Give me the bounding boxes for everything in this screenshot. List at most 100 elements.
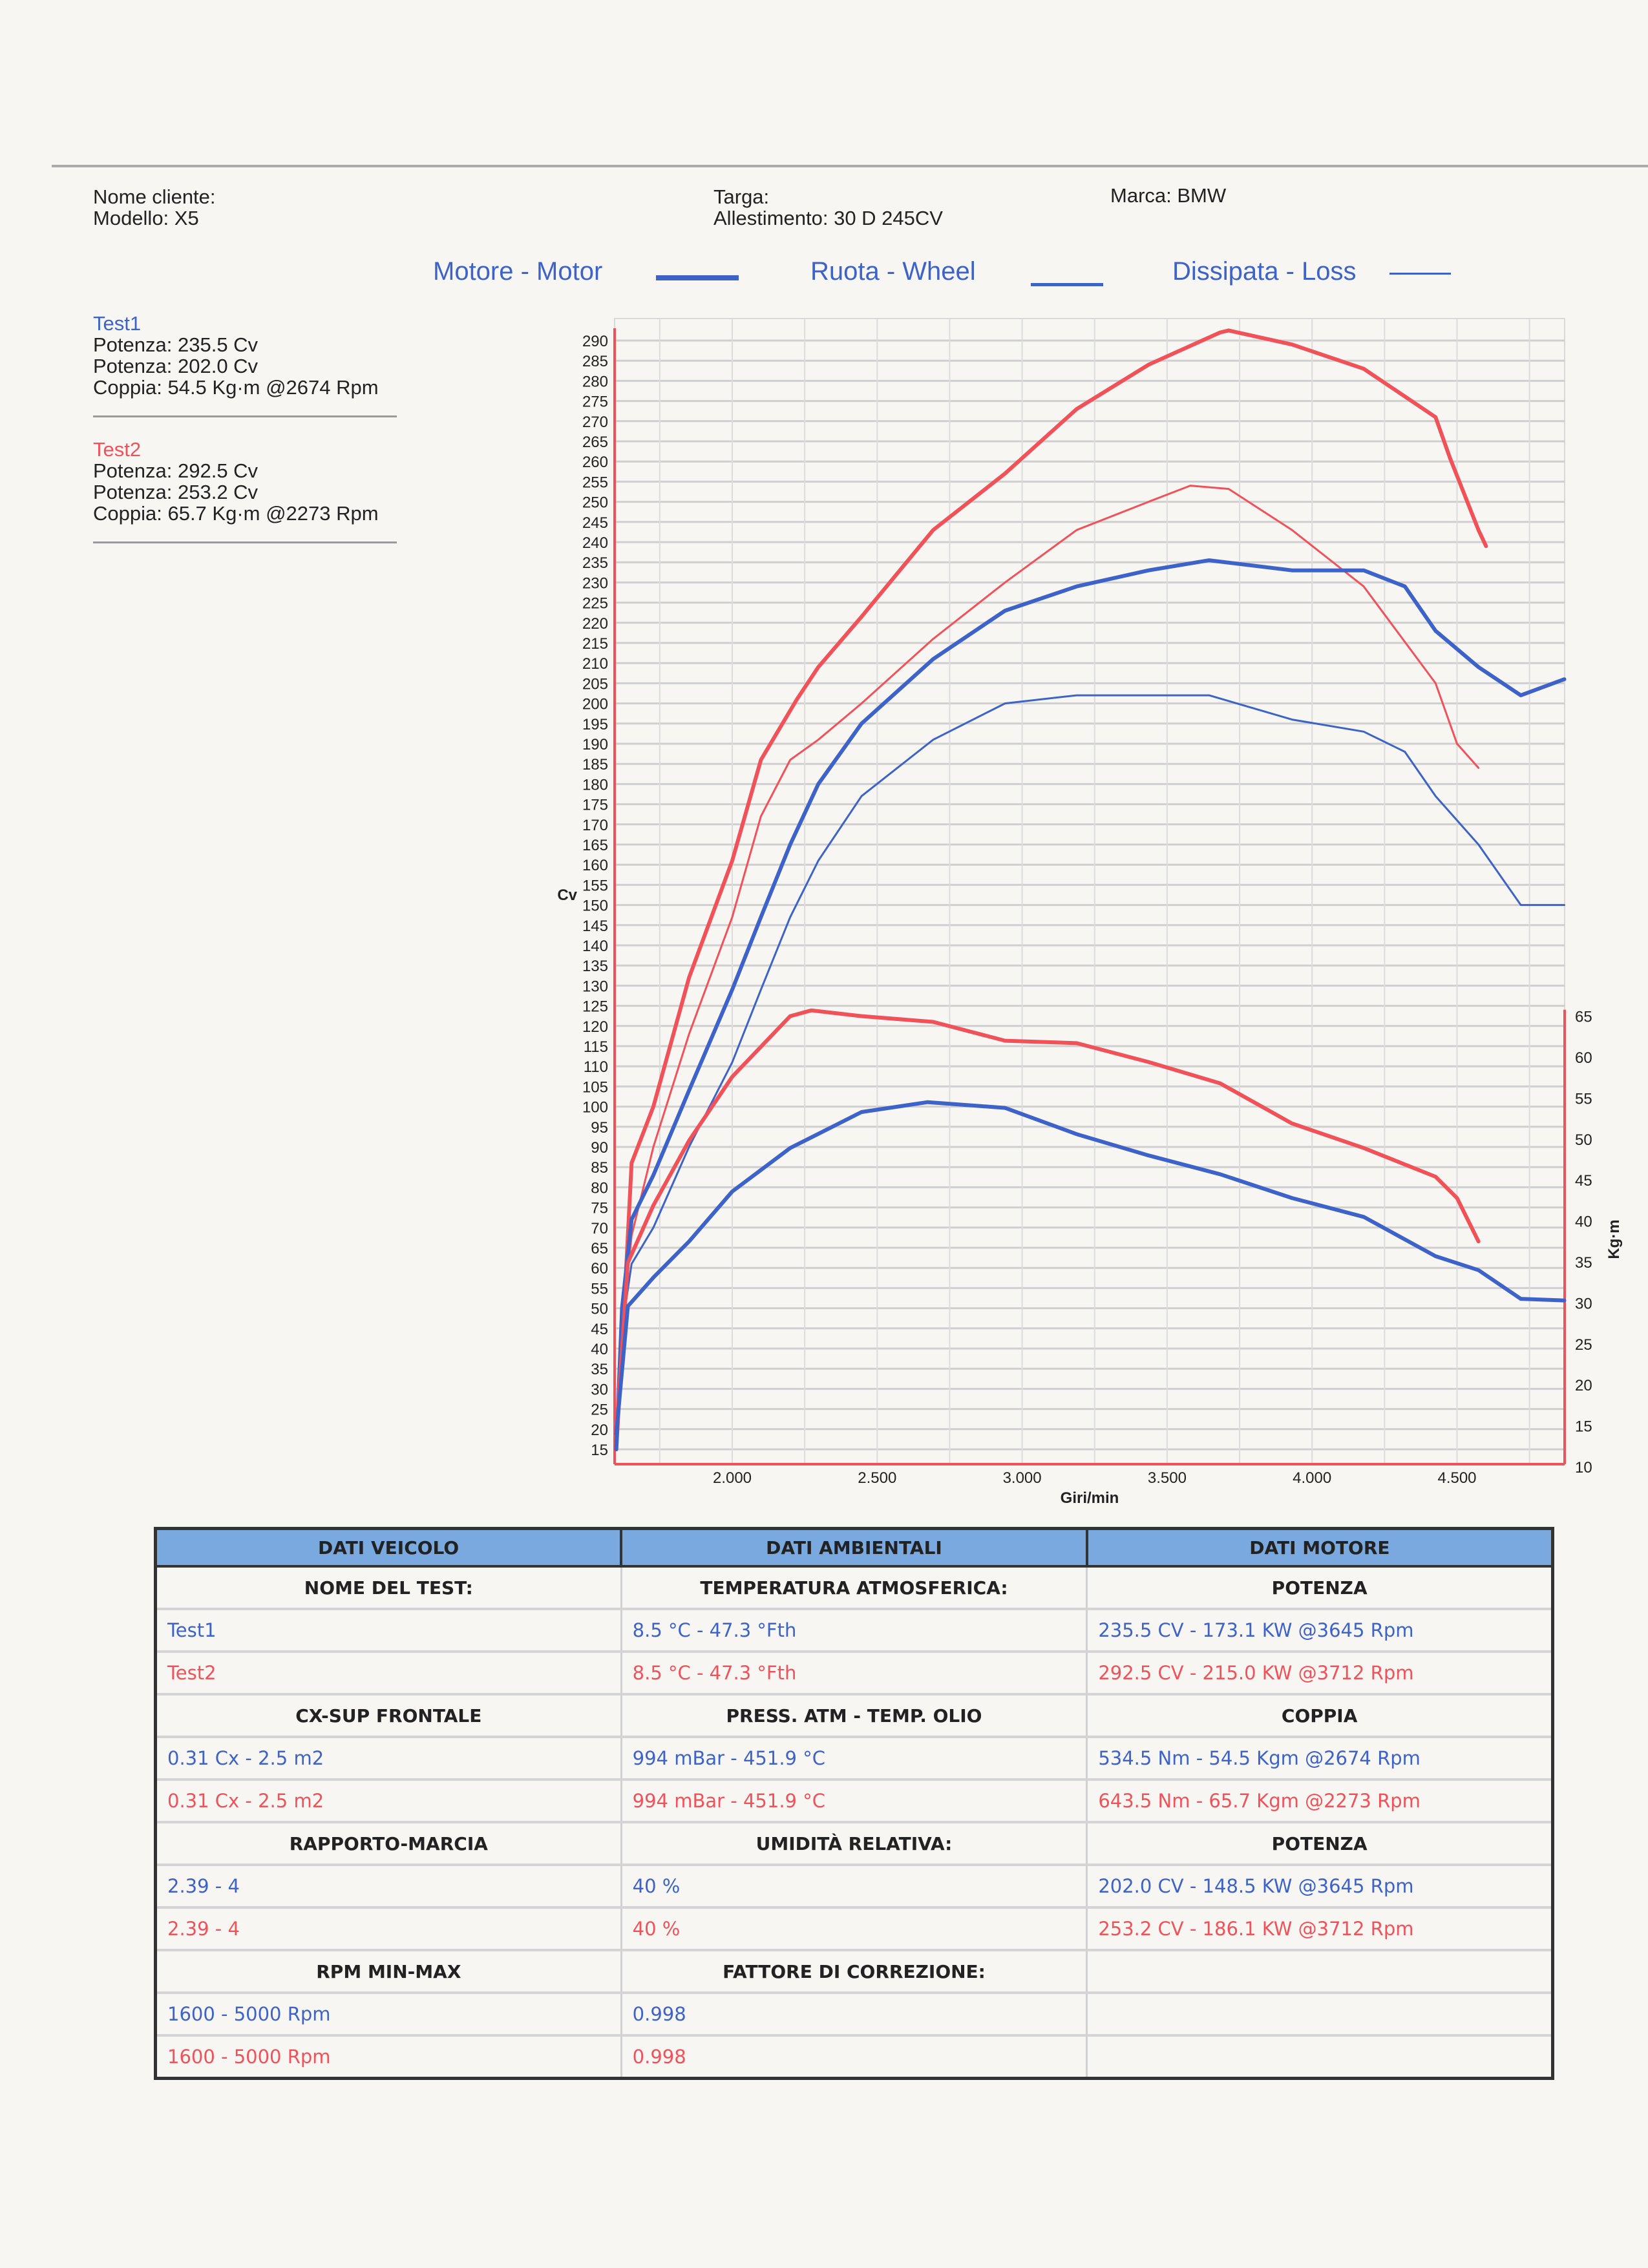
table-value-cell: 1600 - 5000 Rpm xyxy=(154,2034,622,2079)
y-tick-label: 230 xyxy=(582,574,608,592)
y-tick-label: 165 xyxy=(582,837,608,854)
table-label-cell xyxy=(1086,1949,1553,1993)
y-tick-label: 220 xyxy=(582,615,608,633)
y-tick-label: 25 xyxy=(591,1402,608,1419)
test1-separator xyxy=(93,415,397,417)
table-value-cell: 253.2 CV - 186.1 KW @3712 Rpm xyxy=(1086,1906,1553,1950)
table-value-cell: 2.39 - 4 xyxy=(154,1906,622,1950)
legend-loss: Dissipata - Loss xyxy=(1172,257,1357,286)
y2-axis-title: Kg·m xyxy=(1605,1219,1623,1259)
table-row: 2.39 - 4 40 % 253.2 CV - 186.1 KW @3712 Rp… xyxy=(154,1906,1553,1950)
test2-power-wheel: Potenza: 253.2 Cv xyxy=(93,481,259,503)
plate-label: Targa: xyxy=(713,185,770,208)
y2-tick-label: 15 xyxy=(1575,1418,1592,1436)
table-value-cell: Test2 xyxy=(154,1650,622,1694)
y-tick-label: 80 xyxy=(591,1179,608,1197)
page-top-edge xyxy=(52,165,1648,167)
trim-label: Allestimento: 30 D 245CV xyxy=(713,207,943,229)
y-tick-label: 215 xyxy=(582,635,608,653)
y2-tick-label: 40 xyxy=(1575,1213,1592,1231)
y-axis-title: Cv xyxy=(557,887,577,904)
data-table: DATI VEICOLO DATI AMBIENTALI DATI MOTORE N… xyxy=(154,1527,1554,2080)
y2-tick-label: 10 xyxy=(1575,1459,1592,1476)
y-tick-label: 145 xyxy=(582,918,608,935)
test2-torque: Coppia: 65.7 Kg·m @2273 Rpm xyxy=(93,502,379,525)
y-tick-label: 175 xyxy=(582,797,608,814)
y-tick-label: 60 xyxy=(591,1260,608,1277)
test1-name: Test1 xyxy=(93,312,142,335)
y-tick-label: 270 xyxy=(582,414,608,431)
y-tick-label: 235 xyxy=(582,554,608,572)
table-header-cell: DATI AMBIENTALI xyxy=(620,1527,1088,1568)
table-value-cell: 292.5 CV - 215.0 KW @3712 Rpm xyxy=(1086,1650,1553,1694)
table-row: 2.39 - 4 40 % 202.0 CV - 148.5 KW @3645 Rp… xyxy=(154,1864,1553,1907)
y-tick-label: 245 xyxy=(582,514,608,532)
plot-area xyxy=(614,318,1565,1465)
table-value-cell: 0.998 xyxy=(620,2034,1087,2079)
y2-tick-label: 20 xyxy=(1575,1377,1592,1394)
table-label-cell: FATTORE DI CORREZIONE: xyxy=(620,1949,1087,1993)
y2-tick-label: 65 xyxy=(1575,1009,1592,1026)
legend-loss-line xyxy=(1389,273,1451,275)
table-value-cell xyxy=(1086,2034,1553,2079)
test1-power-motor: Potenza: 235.5 Cv xyxy=(93,333,259,356)
y-tick-label: 205 xyxy=(582,675,608,693)
y-tick-label: 150 xyxy=(582,898,608,915)
table-row: CX-SUP FRONTALE PRESS. ATM - TEMP. OLIO CO… xyxy=(154,1693,1553,1737)
test2-summary: Test2 Potenza: 292.5 Cv Potenza: 253.2 C… xyxy=(93,439,379,524)
y-tick-label: 260 xyxy=(582,454,608,471)
y2-tick-label: 30 xyxy=(1575,1295,1592,1312)
y-tick-label: 15 xyxy=(591,1442,608,1459)
y-tick-label: 200 xyxy=(582,696,608,713)
table-row: 0.31 Cx - 2.5 m2 994 mBar - 451.9 °C 643.5… xyxy=(154,1778,1553,1822)
y-tick-label: 65 xyxy=(591,1240,608,1257)
table-row: RAPPORTO-MARCIA UMIDITÀ RELATIVA: POTENZA xyxy=(154,1821,1553,1865)
series-line-test1-coppia xyxy=(614,1100,1567,1436)
table-label-cell: RPM MIN-MAX xyxy=(154,1949,622,1993)
customer-name-label: Nome cliente: xyxy=(93,185,216,208)
y-tick-label: 115 xyxy=(584,1038,608,1056)
model-label: Modello: X5 xyxy=(93,207,199,229)
y-tick-label: 265 xyxy=(582,434,608,451)
y-tick-label: 40 xyxy=(591,1341,608,1358)
y-tick-label: 90 xyxy=(591,1139,608,1157)
y-tick-label: 20 xyxy=(591,1422,608,1439)
table-value-cell: 0.31 Cx - 2.5 m2 xyxy=(154,1736,622,1780)
y2-tick-label: 45 xyxy=(1575,1172,1592,1190)
test2-power-motor: Potenza: 292.5 Cv xyxy=(93,459,259,482)
series-line-test2-motore-potenza xyxy=(614,328,1488,1451)
table-label-cell: RAPPORTO-MARCIA xyxy=(154,1821,622,1865)
table-value-cell: 1600 - 5000 Rpm xyxy=(154,1991,622,2035)
table-value-cell: 202.0 CV - 148.5 KW @3645 Rpm xyxy=(1086,1864,1553,1907)
table-row: Test2 8.5 °C - 47.3 °Fth 292.5 CV - 215.0 … xyxy=(154,1650,1553,1694)
table-value-cell xyxy=(1086,1991,1553,2035)
legend-wheel-line xyxy=(1031,283,1103,286)
table-value-cell: 8.5 °C - 47.3 °Fth xyxy=(620,1608,1087,1652)
dyno-chart: 1520253035404550556065707580859095100105… xyxy=(557,318,1623,1507)
x-tick-label: 4.500 xyxy=(1437,1469,1476,1487)
y-tick-label: 95 xyxy=(591,1119,608,1137)
table-label-cell: POTENZA xyxy=(1086,1821,1553,1865)
y-tick-label: 85 xyxy=(591,1159,608,1177)
test2-separator xyxy=(93,541,397,543)
table-label-cell: UMIDITÀ RELATIVA: xyxy=(620,1821,1087,1865)
y-tick-label: 55 xyxy=(591,1280,608,1297)
table-label-cell: TEMPERATURA ATMOSFERICA: xyxy=(620,1565,1087,1609)
y-tick-label: 250 xyxy=(582,494,608,512)
table-value-cell: 0.998 xyxy=(620,1991,1087,2035)
table-label-cell: CX-SUP FRONTALE xyxy=(154,1693,622,1737)
y-tick-label: 225 xyxy=(582,595,608,613)
table-value-cell: 40 % xyxy=(620,1906,1087,1950)
y-tick-label: 75 xyxy=(591,1200,608,1217)
table-row: 0.31 Cx - 2.5 m2 994 mBar - 451.9 °C 534.5… xyxy=(154,1736,1553,1780)
x-axis-title: Giri/min xyxy=(1061,1489,1119,1507)
y2-tick-label: 60 xyxy=(1575,1049,1592,1067)
y-tick-label: 155 xyxy=(582,877,608,894)
table-label-cell: COPPIA xyxy=(1086,1693,1553,1737)
table-value-cell: 0.31 Cx - 2.5 m2 xyxy=(154,1778,622,1822)
legend-motor-line xyxy=(656,275,739,280)
table-value-cell: 8.5 °C - 47.3 °Fth xyxy=(620,1650,1087,1694)
y-tick-label: 180 xyxy=(582,776,608,793)
table-value-cell: 994 mBar - 451.9 °C xyxy=(620,1778,1087,1822)
test1-summary: Test1 Potenza: 235.5 Cv Potenza: 202.0 C… xyxy=(93,313,379,398)
